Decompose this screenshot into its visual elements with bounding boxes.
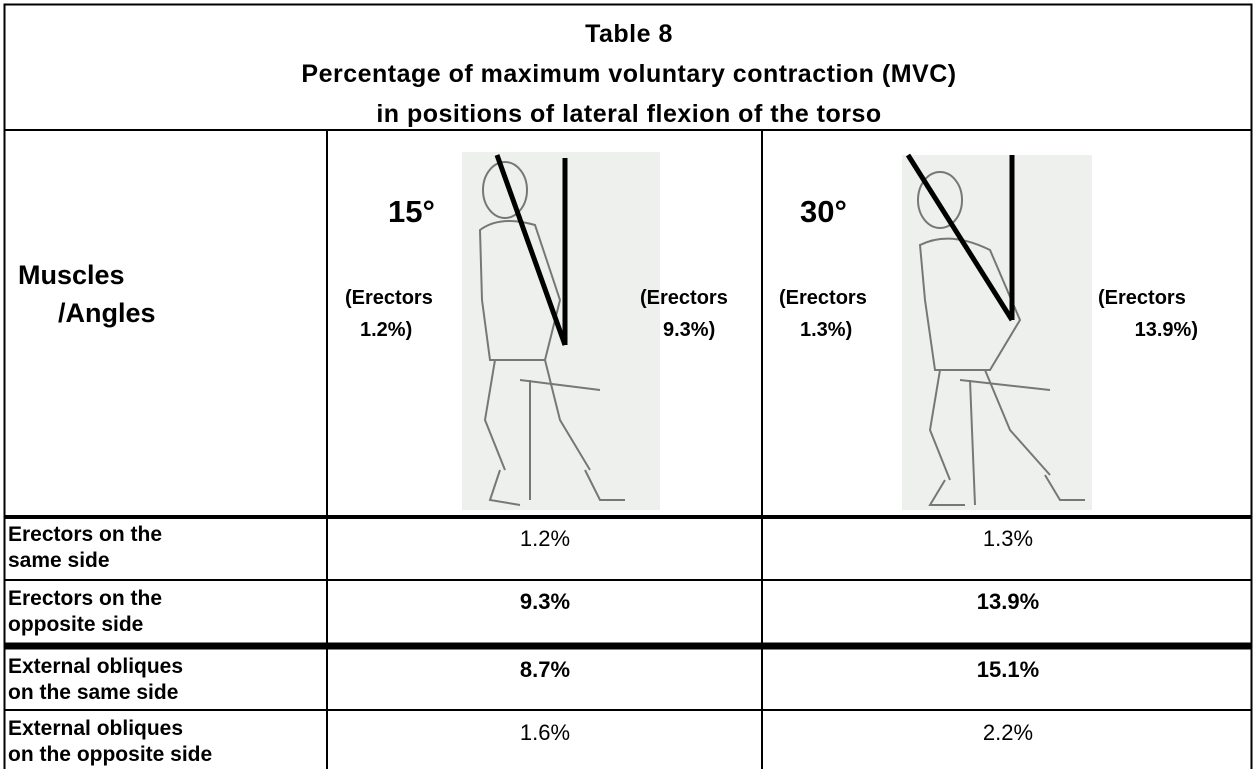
- side-note: (Erectors: [640, 287, 728, 309]
- angle: 15°: [388, 194, 435, 229]
- row-label: External obliques: [8, 655, 183, 678]
- row-label: same side: [8, 549, 110, 572]
- row-label: Erectors on the: [8, 587, 162, 610]
- corner-label: /Angles: [58, 298, 156, 328]
- row-label: Erectors on the: [8, 523, 162, 546]
- side-note: (Erectors: [345, 287, 433, 309]
- table-title: Table 8: [585, 20, 673, 48]
- row-label: on the same side: [8, 681, 178, 704]
- cell-value: 1.6%: [520, 720, 570, 745]
- cell-value: 8.7%: [520, 657, 570, 682]
- side-note: (Erectors: [1098, 287, 1186, 309]
- table: Table 8 Percentage of maximum voluntary …: [0, 0, 1254, 769]
- cell-value: 1.2%: [520, 526, 570, 551]
- cell-value: 1.3%: [983, 526, 1033, 551]
- photo-15: [462, 152, 660, 510]
- cell-value: 9.3%: [520, 589, 570, 614]
- photo-30: [902, 155, 1092, 510]
- cell-value: 2.2%: [983, 720, 1033, 745]
- side-note: 9.3%): [663, 319, 715, 341]
- row-label: External obliques: [8, 717, 183, 740]
- side-note: (Erectors: [779, 287, 867, 309]
- cell-value: 15.1%: [977, 657, 1039, 682]
- side-note: 13.9%): [1135, 319, 1198, 341]
- angle: 30°: [800, 194, 847, 229]
- page: {"table": { "title": ["Table 8", "Percen…: [0, 0, 1254, 769]
- side-note: 1.2%): [360, 319, 412, 341]
- row-label: opposite side: [8, 613, 143, 636]
- table-title: Percentage of maximum voluntary contract…: [301, 60, 956, 88]
- side-note: 1.3%): [800, 319, 852, 341]
- row-label: on the opposite side: [8, 743, 212, 766]
- cell-value: 13.9%: [977, 589, 1039, 614]
- table-title: in positions of lateral flexion of the t…: [376, 100, 881, 128]
- corner-label: Muscles: [18, 260, 125, 290]
